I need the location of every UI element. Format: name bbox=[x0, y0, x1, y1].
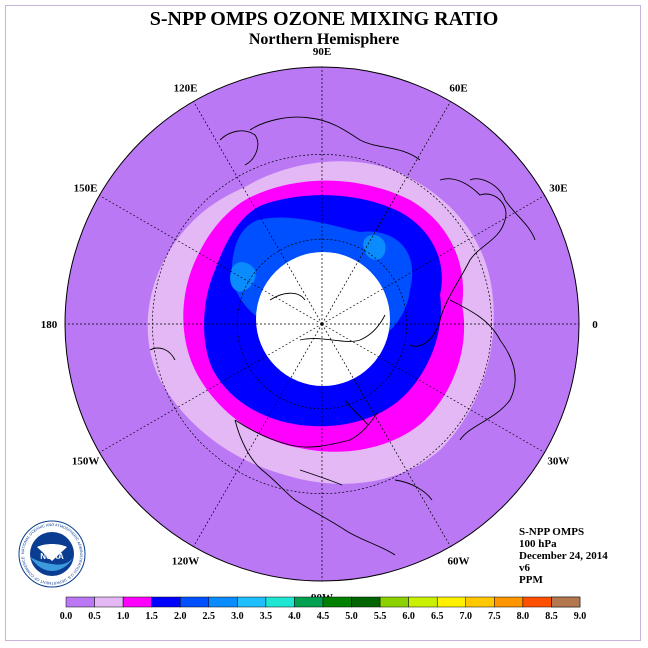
graticule bbox=[65, 67, 579, 581]
meridian-line bbox=[99, 323, 323, 453]
longitude-label: 60E bbox=[449, 83, 467, 95]
meridian-line bbox=[321, 323, 451, 547]
longitude-label: 90E bbox=[313, 46, 331, 58]
info-block: S-NPP OMPS 100 hPa December 24, 2014 v6 … bbox=[519, 526, 608, 586]
coastlines bbox=[149, 116, 536, 556]
figure-frame bbox=[5, 5, 641, 641]
longitude-label: 150W bbox=[72, 456, 100, 468]
longitude-label: 90W bbox=[311, 592, 333, 604]
noaa-logo: NOAA NATIONAL OCEANIC AND ATMOSPHERIC AD… bbox=[18, 520, 86, 588]
meridian-line bbox=[321, 323, 545, 453]
longitude-label: 30W bbox=[547, 456, 569, 468]
meridian-line bbox=[193, 101, 323, 325]
meridian-line bbox=[193, 323, 323, 547]
missing-data-area bbox=[256, 252, 390, 386]
units-label: PPM bbox=[519, 574, 543, 586]
level-label: 100 hPa bbox=[519, 538, 557, 550]
longitude-label: 150E bbox=[74, 183, 98, 195]
longitude-label: 0 bbox=[592, 319, 598, 331]
longitude-label: 120E bbox=[174, 83, 198, 95]
meridian-line bbox=[321, 101, 451, 325]
version-label: v6 bbox=[519, 562, 530, 574]
meridian-line bbox=[321, 195, 545, 325]
page-title: S-NPP OMPS OZONE MIXING RATIO bbox=[149, 8, 499, 30]
meridian-line bbox=[99, 195, 323, 325]
ozone-band-2.5-3.0 bbox=[230, 262, 256, 292]
longitude-label: 60W bbox=[448, 555, 470, 567]
instrument-label: S-NPP OMPS bbox=[519, 526, 585, 538]
longitude-label: 180 bbox=[41, 319, 58, 331]
longitude-label: 120W bbox=[172, 555, 200, 567]
page-subtitle: Northern Hemisphere bbox=[248, 31, 400, 48]
logo-text: NOAA bbox=[40, 552, 64, 561]
map-border bbox=[64, 66, 580, 582]
ozone-field bbox=[65, 67, 579, 581]
date-label: December 24, 2014 bbox=[519, 550, 608, 562]
longitude-label: 30E bbox=[549, 183, 567, 195]
